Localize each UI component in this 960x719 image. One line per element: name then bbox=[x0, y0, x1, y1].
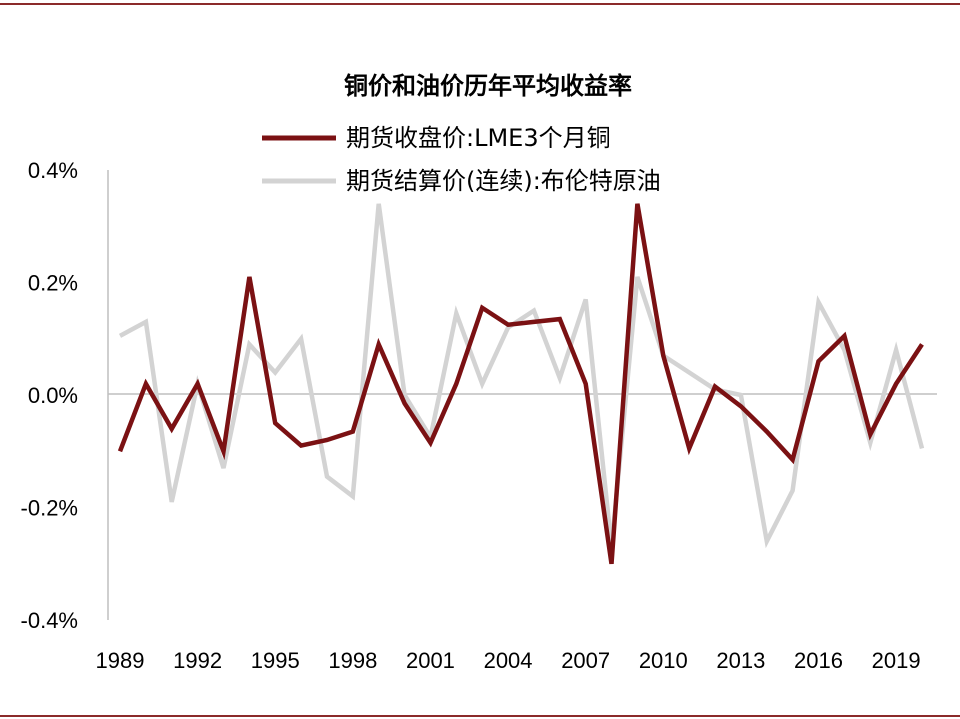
x-tick-label: 2001 bbox=[406, 648, 455, 673]
y-tick-label: -0.2% bbox=[21, 496, 78, 521]
series-line-brent bbox=[118, 203, 925, 549]
y-tick-labels: 0.4% 0.2% 0.0% -0.2% -0.4% bbox=[21, 158, 78, 633]
legend: 期货收盘价:LME3个月铜 期货结算价(连续):布伦特原油 bbox=[262, 124, 661, 195]
x-tick-label: 2010 bbox=[639, 648, 688, 673]
x-tick-label: 1989 bbox=[96, 648, 145, 673]
x-tick-labels: 1989 1992 1995 1998 2001 2004 2007 2010 2013 2016… bbox=[96, 648, 921, 673]
x-tick-label: 1998 bbox=[328, 648, 377, 673]
legend-label-brent: 期货结算价(连续):布伦特原油 bbox=[346, 167, 661, 195]
x-tick-label: 2016 bbox=[794, 648, 843, 673]
x-tick-label: 2013 bbox=[716, 648, 765, 673]
x-tick-label: 1995 bbox=[251, 648, 300, 673]
y-tick-label: 0.2% bbox=[28, 271, 78, 296]
y-tick-label: 0.4% bbox=[28, 158, 78, 183]
x-tick-label: 2019 bbox=[872, 648, 921, 673]
y-tick-label: 0.0% bbox=[28, 383, 78, 408]
x-tick-label: 2007 bbox=[561, 648, 610, 673]
x-tick-label: 2004 bbox=[484, 648, 533, 673]
legend-label-copper: 期货收盘价:LME3个月铜 bbox=[346, 124, 611, 152]
x-tick-label: 1992 bbox=[173, 648, 222, 673]
series-line-copper bbox=[117, 203, 924, 565]
series-layer bbox=[117, 203, 925, 565]
y-tick-label: -0.4% bbox=[21, 608, 78, 633]
chart-title: 铜价和油价历年平均收益率 bbox=[344, 72, 632, 100]
